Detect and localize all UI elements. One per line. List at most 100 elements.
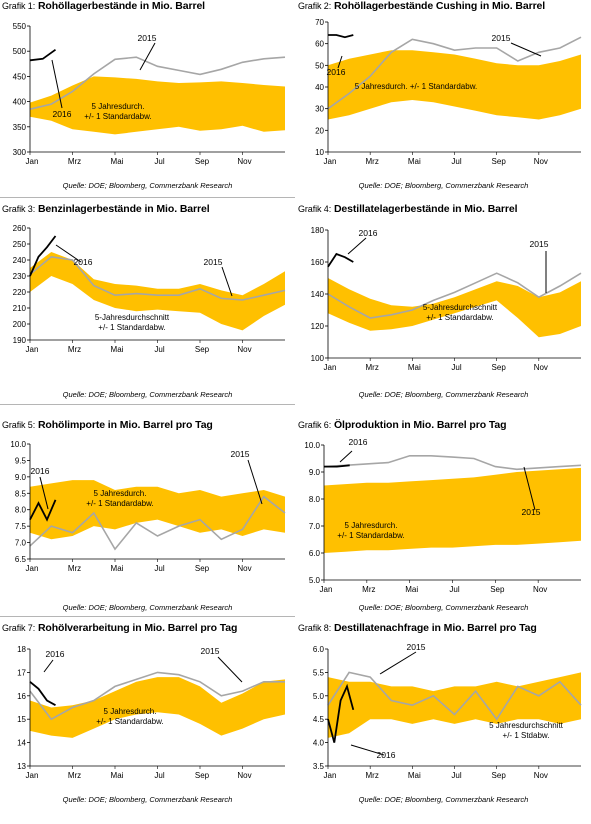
separator (0, 616, 295, 617)
band-label: +/- 1 Standardabw. (426, 313, 493, 322)
y-tick-label: 8.0 (309, 495, 321, 504)
band-label: 5 Jahresdurch. +/- 1 Standardabw. (355, 82, 478, 91)
label-2016: 2016 (377, 750, 396, 760)
x-tick-label: Nov (237, 564, 251, 573)
arrow-2015 (247, 459, 263, 505)
x-tick-label: Jan (320, 585, 333, 594)
chart-title: Grafik 3: Benzinlagerbestände in Mio. Ba… (2, 203, 210, 215)
y-tick-label: 9.0 (309, 468, 321, 477)
y-tick-label: 8.5 (15, 489, 27, 498)
series-2015-line (29, 255, 286, 301)
grafik-prefix: Grafik 6: (298, 420, 332, 430)
y-tick-label: 70 (315, 18, 324, 27)
band-label: +/- 1 Standardabw. (98, 323, 165, 332)
y-tick-label: 15 (17, 715, 26, 724)
arrow-2015 (139, 42, 156, 71)
y-tick-label: 50 (315, 61, 324, 70)
grafik-prefix: Grafik 3: (2, 204, 36, 214)
band-label: +/- 1 Standardabw. (84, 112, 151, 121)
label-2016: 2016 (359, 228, 378, 238)
y-tick-label: 190 (13, 336, 27, 345)
label-2016: 2016 (46, 649, 65, 659)
x-tick-label: Mai (111, 345, 124, 354)
y-tick-label: 350 (13, 123, 27, 132)
y-tick-label: 300 (13, 148, 27, 157)
chart-svg: 6.5 7.0 7.5 8.0 8.5 9.0 9.5 10.0 Jan Mrz Mai Jul Sep… (10, 440, 286, 573)
x-tick-label: Mrz (366, 363, 379, 372)
y-tick-label: 10.0 (10, 440, 26, 449)
y-tick-label: 16 (17, 692, 26, 701)
chart-title: Grafik 2: Rohöllagerbestände Cushing in … (298, 0, 545, 12)
arrow-2016 (51, 59, 63, 109)
label-2015: 2015 (530, 239, 549, 249)
chart-source: Quelle: DOE; Bloomberg, Commerzbank Rese… (358, 795, 529, 804)
plot-area: 3.5 4.0 4.5 5.0 5.5 6.0 Jan Mrz Mai Jul Sep Nov 5 Ja… (313, 642, 582, 780)
grafik-prefix: Grafik 7: (2, 623, 36, 633)
chart-panel-4: Grafik 4: Destillatelagerbestände in Mio… (296, 203, 591, 405)
chart-panel-3: Grafik 3: Benzinlagerbestände in Mio. Ba… (0, 203, 295, 405)
std-band-area (328, 278, 581, 338)
grafik-prefix: Grafik 1: (2, 1, 36, 11)
series-2015-line (327, 671, 582, 721)
x-tick-label: Mai (405, 585, 418, 594)
y-tick-label: 230 (13, 272, 27, 281)
band-label: +/- 1 Standardabw. (86, 499, 153, 508)
label-2015: 2015 (138, 33, 157, 43)
title-text: Rohöllagerbestände in Mio. Barrel (37, 0, 206, 12)
y-tick-label: 4.5 (313, 715, 325, 724)
series-2016-line (29, 681, 56, 706)
x-tick-label: Sep (195, 771, 210, 780)
x-tick-label: Mrz (362, 585, 375, 594)
series-2015-line (323, 455, 582, 471)
chart-source: Quelle: DOE; Bloomberg, Commerzbank Rese… (358, 603, 529, 612)
y-tick-label: 7.5 (15, 522, 27, 531)
y-tick-label: 6.0 (313, 645, 325, 654)
chart-source: Quelle: DOE; Bloomberg, Commerzbank Rese… (62, 390, 233, 399)
y-tick-label: 60 (315, 40, 324, 49)
series-2016-line (29, 48, 57, 62)
band-label: 5 Jahresdurch. (94, 489, 147, 498)
chart-panel-2: Grafik 2: Rohöllagerbestände Cushing in … (296, 0, 591, 202)
y-tick-label: 18 (17, 645, 26, 654)
x-tick-label: Mrz (68, 771, 81, 780)
y-tick-label: 200 (13, 320, 27, 329)
chart-title: Grafik 5: Rohölimporte in Mio. Barrel pr… (2, 419, 213, 431)
plot-area: 190 200 210 220 230 240 250 260 Jan Mrz Mai Jul Sep N… (13, 224, 286, 354)
separator (0, 197, 295, 198)
band-label: 5 Jahresdurch. (104, 707, 157, 716)
x-tick-label: Mrz (68, 345, 81, 354)
y-tick-label: 9.0 (15, 473, 27, 482)
band-label: +/- 1 Standardabw. (337, 531, 404, 540)
arrow-2015 (523, 466, 536, 511)
label-2015: 2015 (492, 33, 511, 43)
arrow-2015 (510, 42, 542, 57)
arrow-2016 (350, 744, 385, 756)
x-tick-label: Jul (451, 771, 461, 780)
y-tick-label: 260 (13, 224, 27, 233)
plot-area: 13 14 15 16 17 18 Jan Mrz Mai Jul Sep Nov 5 Jahresdu… (17, 645, 285, 780)
x-tick-label: Mrz (68, 564, 81, 573)
label-2015: 2015 (407, 642, 426, 652)
y-tick-label: 8.0 (15, 506, 27, 515)
series-2015-line (29, 671, 285, 721)
x-tick-label: Jul (449, 585, 459, 594)
chart-panel-8: Grafik 8: Destillatenachfrage in Mio. Ba… (296, 622, 591, 824)
chart-source: Quelle: DOE; Bloomberg, Commerzbank Rese… (62, 603, 233, 612)
x-tick-label: Sep (490, 585, 505, 594)
y-tick-label: 10.0 (304, 441, 320, 450)
x-tick-label: Jan (26, 345, 39, 354)
chart-title: Grafik 7: Rohölverarbeitung in Mio. Barr… (2, 622, 237, 634)
chart-panel-7: Grafik 7: Rohölverarbeitung in Mio. Barr… (0, 622, 295, 824)
x-tick-label: Sep (492, 771, 507, 780)
x-tick-label: Mrz (366, 157, 379, 166)
chart-source: Quelle: DOE; Bloomberg, Commerzbank Rese… (358, 390, 529, 399)
title-text: Destillatenachfrage in Mio. Barrel pro T… (333, 622, 537, 634)
x-tick-label: Jan (26, 157, 39, 166)
x-tick-label: Sep (195, 345, 210, 354)
x-tick-label: Jan (324, 363, 337, 372)
grafik-prefix: Grafik 4: (298, 204, 332, 214)
chart-panel-1: Grafik 1: Rohöllagerbestände in Mio. Bar… (0, 0, 295, 202)
x-tick-label: Mai (408, 157, 421, 166)
series-2016-line (29, 499, 57, 522)
plot-area: 5.0 6.0 7.0 8.0 9.0 10.0 Jan Mrz Mai Jul Sep Nov 5 J… (304, 437, 582, 594)
